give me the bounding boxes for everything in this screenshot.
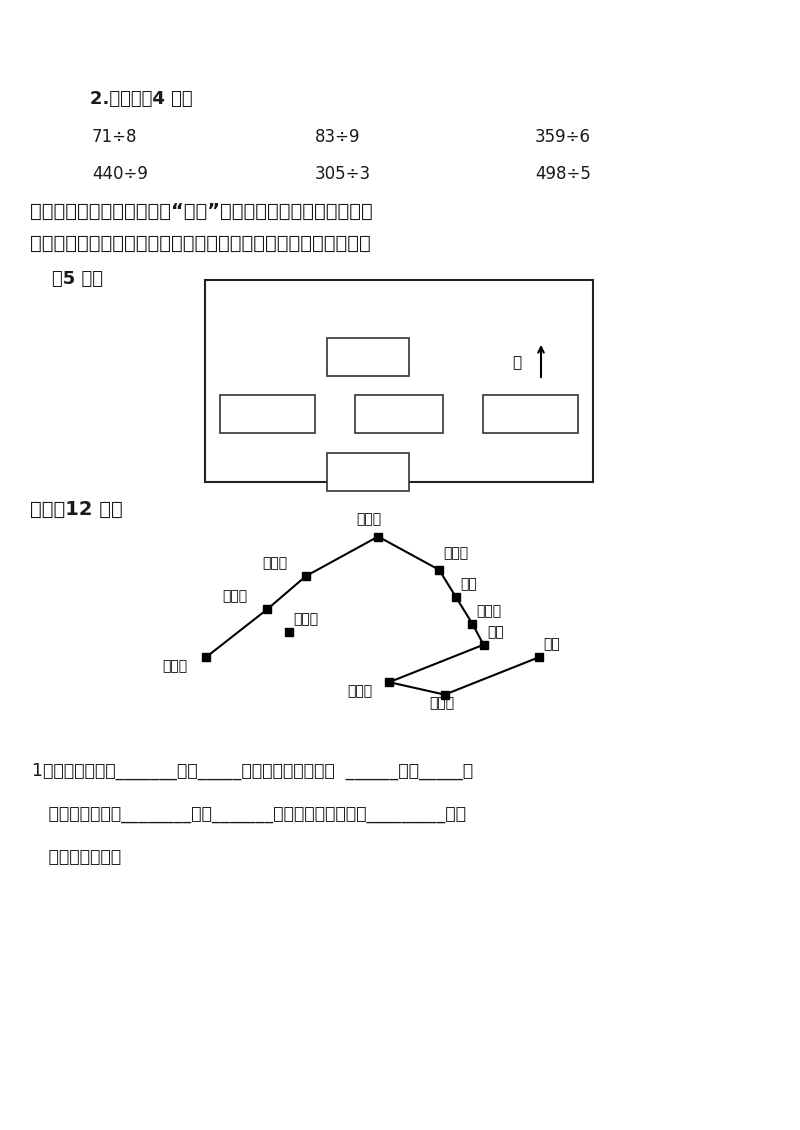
Text: 359÷6: 359÷6 (535, 128, 591, 146)
Text: 北: 北 (512, 356, 521, 371)
Text: 图书馆: 图书馆 (262, 556, 287, 570)
Text: 幸福路: 幸福路 (443, 546, 468, 559)
Text: 育才路: 育才路 (477, 603, 502, 618)
Text: 商场: 商场 (487, 625, 504, 638)
Text: 科技馆: 科技馆 (430, 696, 455, 711)
Text: 498÷5: 498÷5 (535, 165, 591, 183)
Text: 六．（12 分）: 六．（12 分） (30, 499, 122, 519)
Bar (327, 338, 409, 376)
Bar (355, 396, 443, 433)
Text: 1．从广场出发向_______行驶_____个站到电影院，再向  ______行驶_____个: 1．从广场出发向_______行驶_____个站到电影院，再向 ______行驶… (32, 762, 473, 780)
Text: 305÷3: 305÷3 (315, 165, 371, 183)
Text: （5 分）: （5 分） (52, 270, 103, 288)
Text: 五．我国有五座名山，合称“五岳”，它们分别是中岳嵩山、东岳: 五．我国有五座名山，合称“五岳”，它们分别是中岳嵩山、东岳 (30, 202, 373, 221)
Bar (205, 280, 593, 483)
Bar (327, 453, 409, 492)
Text: 71÷8: 71÷8 (92, 128, 138, 146)
Text: 泰山、南岳衡山、西岳华山、北岳恒山。请绘制出它们的平面图。: 泰山、南岳衡山、西岳华山、北岳恒山。请绘制出它们的平面图。 (30, 234, 370, 253)
Bar (220, 396, 315, 433)
Text: 2.估算：（4 分）: 2.估算：（4 分） (90, 90, 193, 108)
Text: 体育馆: 体育馆 (222, 590, 247, 603)
Text: 光明街: 光明街 (294, 612, 318, 626)
Text: 440÷9: 440÷9 (92, 165, 148, 183)
Text: 医院: 医院 (460, 577, 477, 591)
Text: 83÷9: 83÷9 (315, 128, 361, 146)
Text: 站到商场，再向________行驶_______个站到少年宫，再向_________行驶: 站到商场，再向________行驶_______个站到少年宫，再向_______… (32, 806, 466, 824)
Text: 广场: 广场 (543, 637, 560, 651)
Text: 少年宫: 少年宫 (356, 513, 382, 527)
Text: 电影院: 电影院 (347, 684, 372, 698)
Bar (483, 396, 578, 433)
Text: 动物园: 动物园 (162, 659, 187, 673)
Text: 个站到动物园。: 个站到动物园。 (32, 848, 121, 866)
